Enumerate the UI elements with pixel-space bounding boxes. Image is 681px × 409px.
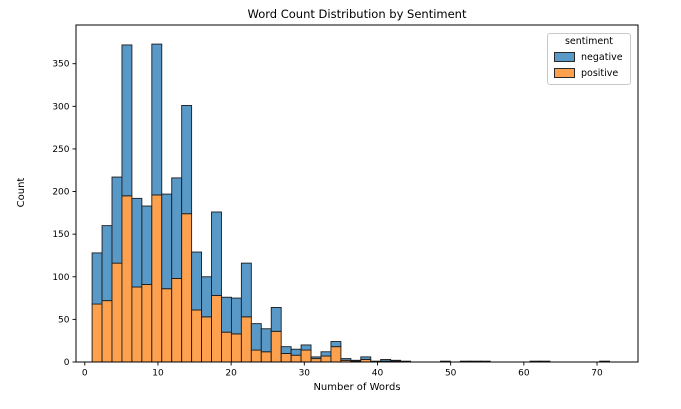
bar-segment-positive <box>111 262 123 363</box>
bar-segment-negative <box>121 44 133 197</box>
bar-segment-negative <box>270 307 282 332</box>
bar-segment-negative <box>250 323 262 351</box>
bar-segment-negative <box>230 297 242 335</box>
bar-segment-positive <box>141 283 153 363</box>
bar-segment-negative <box>141 205 153 285</box>
bar-segment-positive <box>161 288 173 363</box>
plot-frame <box>75 24 639 363</box>
bar-segment-positive <box>151 194 163 363</box>
bar-segment-negative <box>181 105 193 215</box>
x-tick-label: 10 <box>152 369 164 379</box>
bar-segment-negative <box>151 43 163 196</box>
bar-segment-negative <box>131 197 143 288</box>
bar-segment-negative <box>280 346 292 354</box>
legend-entry-negative: negative <box>554 49 624 65</box>
legend-title: sentiment <box>564 36 614 47</box>
bar-segment-negative <box>330 341 342 348</box>
bar-segment-positive <box>201 316 212 363</box>
bar-segment-negative <box>171 177 183 279</box>
x-tick-label: 30 <box>299 369 311 379</box>
y-tick-label: 300 <box>52 102 69 112</box>
y-tick-label: 100 <box>52 273 69 283</box>
bar-segment-negative <box>260 328 272 353</box>
bar-segment-negative <box>91 252 103 305</box>
bar-segment-positive <box>121 195 133 363</box>
x-tick-label: 60 <box>518 369 530 379</box>
bar-segment-positive <box>280 353 292 363</box>
y-tick-label: 250 <box>52 145 69 155</box>
bar-segment-positive <box>290 354 302 363</box>
y-tick-label: 50 <box>58 315 70 325</box>
bar-segment-negative <box>211 211 222 296</box>
bar-segment-positive <box>101 300 113 363</box>
y-tick-label: 0 <box>64 358 70 368</box>
x-tick-label: 70 <box>591 369 603 379</box>
bar-segment-positive <box>91 303 103 363</box>
x-tick-label: 40 <box>372 369 384 379</box>
legend-entry-positive-label: positive <box>581 67 619 79</box>
chart-title: Word Count Distribution by Sentiment <box>247 7 467 21</box>
legend-swatch-negative-icon <box>554 52 575 62</box>
bar-segment-positive <box>250 349 262 363</box>
bar-segment-negative <box>161 193 173 290</box>
bar-segment-positive <box>221 331 232 363</box>
bar-segment-positive <box>171 278 183 363</box>
bar-segment-positive <box>131 286 143 363</box>
bar-segment-positive <box>191 309 203 363</box>
bar-segment-negative <box>290 348 302 356</box>
bar-segment-negative <box>300 344 312 351</box>
bar-segment-negative <box>191 251 203 311</box>
bar-segment-negative <box>111 176 123 264</box>
bar-segment-negative <box>101 225 113 302</box>
x-tick-label: 20 <box>225 369 237 379</box>
bar-segment-positive <box>240 316 252 363</box>
y-tick-label: 150 <box>52 230 69 240</box>
x-tick-label: 50 <box>445 369 457 379</box>
y-tick-label: 200 <box>52 188 69 198</box>
bar-segment-negative <box>310 356 322 360</box>
legend-swatch-positive-icon <box>554 68 575 78</box>
bar-segment-positive <box>211 295 222 363</box>
bar-segment-negative <box>350 359 362 362</box>
bar-segment-negative <box>320 351 332 357</box>
bar-segment-negative <box>360 356 372 360</box>
legend: sentiment negative positive <box>547 33 631 85</box>
bar-segment-negative <box>201 276 212 318</box>
bar-segment-positive <box>300 349 312 363</box>
y-axis-label: Count <box>16 177 27 208</box>
bar-segment-negative <box>390 359 402 362</box>
bar-segment-negative <box>340 358 352 361</box>
legend-entry-positive: positive <box>554 65 624 81</box>
x-axis-label: Number of Words <box>313 382 401 393</box>
bar-segment-positive <box>330 346 342 363</box>
y-tick-label: 350 <box>52 60 69 70</box>
bar-segment-negative <box>240 262 252 318</box>
x-tick-label: 0 <box>82 369 88 379</box>
bar-segment-positive <box>260 351 272 363</box>
bar-segment-negative <box>380 358 392 362</box>
bar-segment-positive <box>320 355 332 363</box>
bar-segment-positive <box>270 330 282 363</box>
bar-segment-positive <box>230 333 242 363</box>
legend-entry-negative-label: negative <box>581 51 623 63</box>
bar-segment-positive <box>181 213 193 363</box>
bar-segment-negative <box>221 296 232 333</box>
bar-segment-positive <box>310 358 322 363</box>
